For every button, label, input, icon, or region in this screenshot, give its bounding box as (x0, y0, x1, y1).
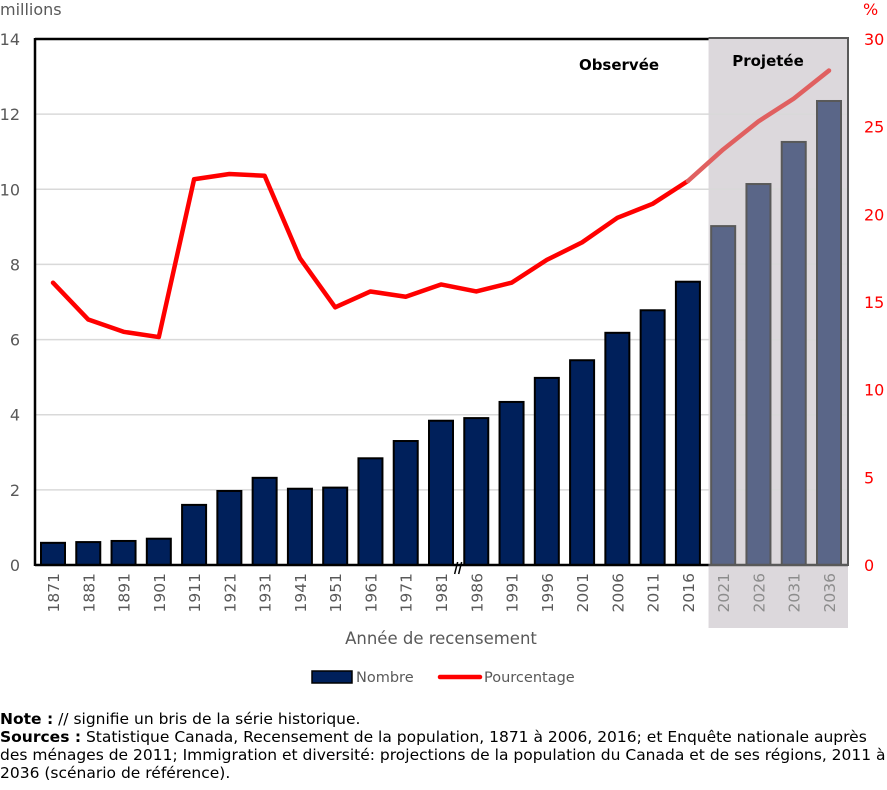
left-tick-label: 10 (0, 180, 20, 199)
left-axis-label: millions (0, 0, 62, 19)
x-tick-label: 1891 (116, 573, 134, 612)
right-tick-label: 25 (864, 118, 884, 137)
break-stroke (457, 561, 463, 575)
x-tick-label: 1871 (45, 573, 63, 612)
sources: Sources : Statistique Canada, Recensemen… (0, 728, 887, 782)
sources-label: Sources : (0, 728, 82, 746)
series-break-marker (453, 561, 463, 575)
bar-2006 (604, 331, 631, 566)
x-tick-label: 1911 (186, 573, 204, 612)
right-axis-ticks: 0 5 10 15 20 25 30 (864, 30, 884, 575)
left-tick-label: 2 (10, 481, 20, 500)
bar-1871 (40, 541, 66, 567)
axes (33, 37, 849, 567)
bar-2031 (780, 140, 807, 566)
x-tick-label: 2036 (821, 573, 839, 612)
note: Note : // signifie un bris de la série h… (0, 710, 887, 728)
x-tick-label: 1961 (362, 573, 380, 612)
bar-2016 (674, 280, 701, 566)
bar-1981 (428, 419, 454, 566)
left-tick-label: 8 (10, 255, 20, 274)
bar-1901 (145, 537, 172, 567)
bar-1911 (181, 503, 208, 566)
x-tick-label: 1921 (221, 573, 239, 612)
bar-2036 (816, 99, 842, 566)
note-text: // signifie un bris de la série historiq… (53, 710, 361, 728)
bar-1986 (463, 417, 490, 566)
x-axis-ticks: 1871 1881 1891 1901 1911 1921 1931 1941 1951 1961… (45, 573, 839, 612)
bar-2021 (710, 225, 737, 566)
legend-label-pourcentage: Pourcentage (484, 670, 575, 686)
x-tick-label: 2006 (609, 573, 627, 612)
bar-1961 (357, 457, 384, 567)
x-tick-label: 2016 (680, 573, 698, 612)
left-tick-label: 6 (10, 331, 20, 350)
left-tick-label: 14 (0, 30, 20, 49)
x-tick-label: 2011 (645, 573, 663, 612)
legend-swatch-nombre (311, 670, 353, 684)
x-axis-label: Année de recensement (345, 629, 537, 648)
bar-1951 (322, 486, 349, 566)
x-tick-label: 2021 (715, 573, 733, 612)
bar-1971 (392, 440, 419, 566)
x-tick-label: 1901 (151, 573, 169, 612)
x-tick-label: 1981 (433, 573, 451, 612)
x-tick-label: 1971 (398, 573, 416, 612)
bar-2001 (569, 359, 596, 566)
projected-region-label: Projetée (732, 52, 804, 70)
pourcentage-line-projected (685, 68, 832, 184)
bars (40, 99, 842, 567)
break-stroke (453, 561, 459, 575)
x-tick-label: 1931 (257, 573, 275, 612)
x-tick-label: 1986 (468, 573, 486, 612)
pourcentage-line-observed (50, 171, 691, 340)
left-tick-label: 4 (10, 406, 20, 425)
right-tick-label: 0 (864, 556, 874, 575)
x-tick-label: 2026 (750, 573, 768, 612)
right-tick-label: 10 (864, 381, 884, 400)
x-tick-label: 2031 (786, 573, 804, 612)
x-tick-label: 1996 (539, 573, 557, 612)
bar-2011 (639, 309, 666, 566)
right-tick-label: 15 (864, 293, 884, 312)
bar-1941 (286, 487, 313, 567)
bar-1881 (75, 541, 102, 566)
right-axis-label: % (863, 0, 878, 19)
bar-1996 (533, 376, 560, 566)
chart: 0 2 4 6 8 10 12 14 0 5 10 15 20 25 30 1871 1881 1891 190… (0, 0, 884, 686)
legend: Nombre Pourcentage (311, 670, 575, 686)
x-tick-label: 1941 (292, 573, 310, 612)
sources-text: Statistique Canada, Recensement de la po… (0, 728, 886, 782)
bar-1891 (110, 539, 137, 566)
gridlines (35, 113, 848, 491)
footnotes: Note : // signifie un bris de la série h… (0, 710, 887, 782)
legend-label-nombre: Nombre (356, 670, 414, 686)
x-tick-label: 2001 (574, 573, 592, 612)
x-tick-label: 1881 (80, 573, 98, 612)
x-tick-label: 1951 (327, 573, 345, 612)
left-axis-ticks: 0 2 4 6 8 10 12 14 (0, 30, 20, 575)
left-tick-label: 0 (10, 556, 20, 575)
bar-1921 (216, 489, 243, 566)
bar-1991 (498, 400, 525, 566)
x-tick-label: 1991 (504, 573, 522, 612)
bar-1931 (251, 476, 278, 566)
note-label: Note : (0, 710, 54, 728)
left-tick-label: 12 (0, 105, 20, 124)
right-tick-label: 20 (864, 205, 884, 224)
bar-2026 (745, 183, 772, 566)
observed-region-label: Observée (579, 56, 659, 74)
right-tick-label: 30 (864, 30, 884, 49)
right-tick-label: 5 (864, 468, 874, 487)
